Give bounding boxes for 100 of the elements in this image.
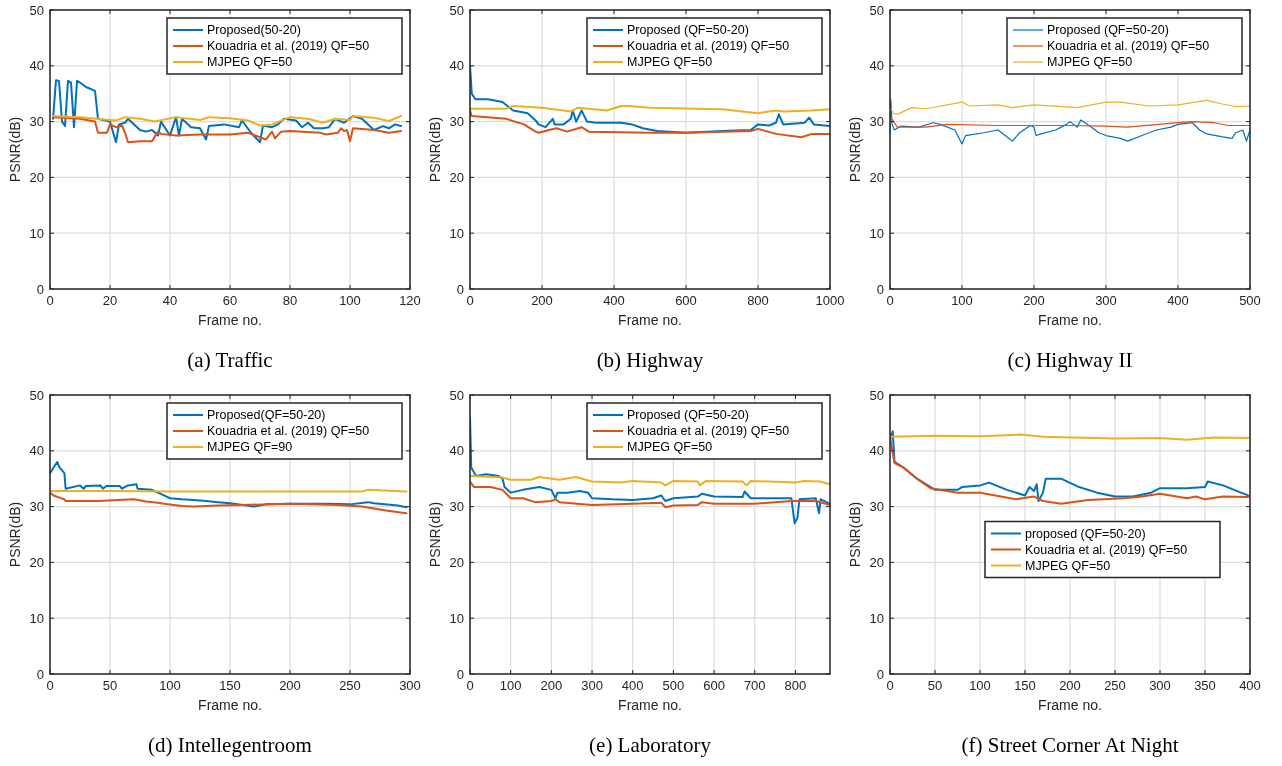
y-tick-label: 30: [869, 499, 884, 515]
x-tick-label: 50: [927, 678, 943, 693]
legend-label: Proposed(50-20): [207, 23, 301, 37]
y-tick-label: 30: [449, 499, 464, 515]
legend-label: MJPEG QF=50: [1047, 55, 1133, 69]
text: (b) Highway: [596, 348, 704, 372]
y-tick-label: 30: [449, 114, 464, 130]
y-tick-label: 0: [36, 666, 44, 682]
x-tick-label: 500: [662, 678, 685, 693]
legend-label: Proposed (QF=50-20): [627, 408, 749, 422]
x-tick-label: 400: [603, 293, 625, 308]
y-tick-label: 40: [449, 443, 464, 459]
x-tick-label: 200: [540, 678, 563, 693]
x-tick-label: 120: [399, 293, 421, 308]
legend-label: Proposed (QF=50-20): [1047, 23, 1169, 37]
x-tick-label: 50: [102, 678, 118, 693]
y-tick-label: 40: [29, 443, 44, 459]
x-tick-label: 600: [675, 293, 697, 308]
x-tick-label: 0: [466, 293, 474, 308]
y-tick-label: 20: [29, 169, 44, 185]
y-tick-label: 30: [29, 499, 44, 515]
y-tick-label: 0: [36, 281, 44, 297]
y-axis-title: PSNR(dB): [847, 501, 863, 568]
x-tick-label: 200: [531, 293, 553, 308]
line-series: [470, 474, 830, 487]
x-tick-label: 400: [1239, 678, 1261, 693]
x-tick-label: 200: [279, 678, 301, 693]
x-tick-label: 250: [1104, 678, 1126, 693]
x-tick-label: 700: [743, 678, 766, 693]
y-tick-label: 10: [869, 610, 884, 626]
x-tick-label: 1000: [815, 293, 845, 308]
legend-label: Kouadria et al. (2019) QF=50: [207, 39, 370, 53]
legend-label: Kouadria et al. (2019) QF=50: [1047, 39, 1210, 53]
x-tick-label: 0: [46, 293, 54, 308]
x-tick-label: 200: [1059, 678, 1081, 693]
x-tick-label: 200: [1023, 293, 1045, 308]
y-axis-title: PSNR(dB): [427, 501, 443, 568]
y-tick-label: 40: [29, 58, 44, 74]
y-tick-label: 10: [29, 225, 44, 241]
x-tick-label: 0: [886, 678, 894, 693]
x-axis-title: Frame no.: [1038, 312, 1102, 328]
line-series: [52, 115, 402, 127]
y-tick-label: 50: [449, 2, 464, 18]
y-tick-label: 20: [869, 169, 884, 185]
x-tick-label: 100: [951, 293, 973, 308]
y-axis-title: PSNR(dB): [7, 501, 23, 568]
line-series: [52, 116, 402, 144]
y-tick-label: 20: [449, 554, 464, 570]
x-tick-label: 500: [1239, 293, 1261, 308]
y-tick-label: 10: [869, 225, 884, 241]
x-tick-label: 0: [886, 293, 894, 308]
x-tick-label: 800: [747, 293, 769, 308]
line-series: [890, 115, 1250, 128]
x-tick-label: 400: [1167, 293, 1189, 308]
y-tick-label: 30: [869, 114, 884, 130]
y-tick-label: 0: [456, 281, 464, 297]
y-tick-label: 10: [449, 225, 464, 241]
legend-label: Proposed(QF=50-20): [207, 408, 326, 422]
x-tick-label: 0: [466, 678, 474, 693]
legend-label: Kouadria et al. (2019) QF=50: [1025, 542, 1188, 557]
y-tick-label: 10: [449, 610, 464, 626]
x-tick-label: 20: [102, 293, 118, 308]
y-tick-label: 50: [29, 387, 44, 403]
y-tick-label: 10: [29, 610, 44, 626]
y-tick-label: 0: [876, 281, 884, 297]
x-tick-label: 150: [219, 678, 241, 693]
x-tick-label: 300: [1149, 678, 1171, 693]
x-tick-label: 250: [339, 678, 361, 693]
x-tick-label: 600: [703, 678, 725, 693]
x-tick-label: 0: [46, 678, 54, 693]
x-tick-label: 800: [784, 678, 807, 693]
x-axis-title: Frame no.: [198, 312, 262, 328]
x-tick-label: 100: [499, 678, 522, 693]
y-tick-label: 0: [876, 666, 884, 682]
line-series: [52, 79, 402, 144]
x-tick-label: 350: [1194, 678, 1216, 693]
x-tick-label: 100: [159, 678, 181, 693]
y-axis-title: PSNR(dB): [847, 116, 863, 183]
x-tick-label: 400: [621, 678, 644, 693]
x-tick-label: 100: [969, 678, 991, 693]
legend-label: proposed (QF=50-20): [1025, 526, 1146, 541]
x-tick-label: 300: [1095, 293, 1117, 308]
x-axis-title: Frame no.: [198, 697, 262, 713]
line-series: [470, 104, 830, 115]
x-tick-label: 80: [282, 293, 298, 308]
y-axis-title: PSNR(dB): [7, 116, 23, 183]
x-tick-label: 300: [399, 678, 421, 693]
text: (e) Laboratory: [589, 733, 712, 757]
line-series: [890, 99, 1250, 115]
x-axis-title: Frame no.: [618, 312, 682, 328]
legend-label: Kouadria et al. (2019) QF=50: [627, 39, 790, 53]
y-tick-label: 20: [449, 169, 464, 185]
x-tick-label: 300: [581, 678, 603, 693]
x-tick-label: 60: [222, 293, 238, 308]
y-tick-label: 50: [869, 387, 884, 403]
text: (a) Traffic: [187, 348, 273, 372]
x-axis-title: Frame no.: [1038, 697, 1102, 713]
y-tick-label: 0: [456, 666, 464, 682]
text: (f) Street Corner At Night: [961, 733, 1179, 757]
legend-label: Kouadria et al. (2019) QF=50: [627, 424, 790, 438]
